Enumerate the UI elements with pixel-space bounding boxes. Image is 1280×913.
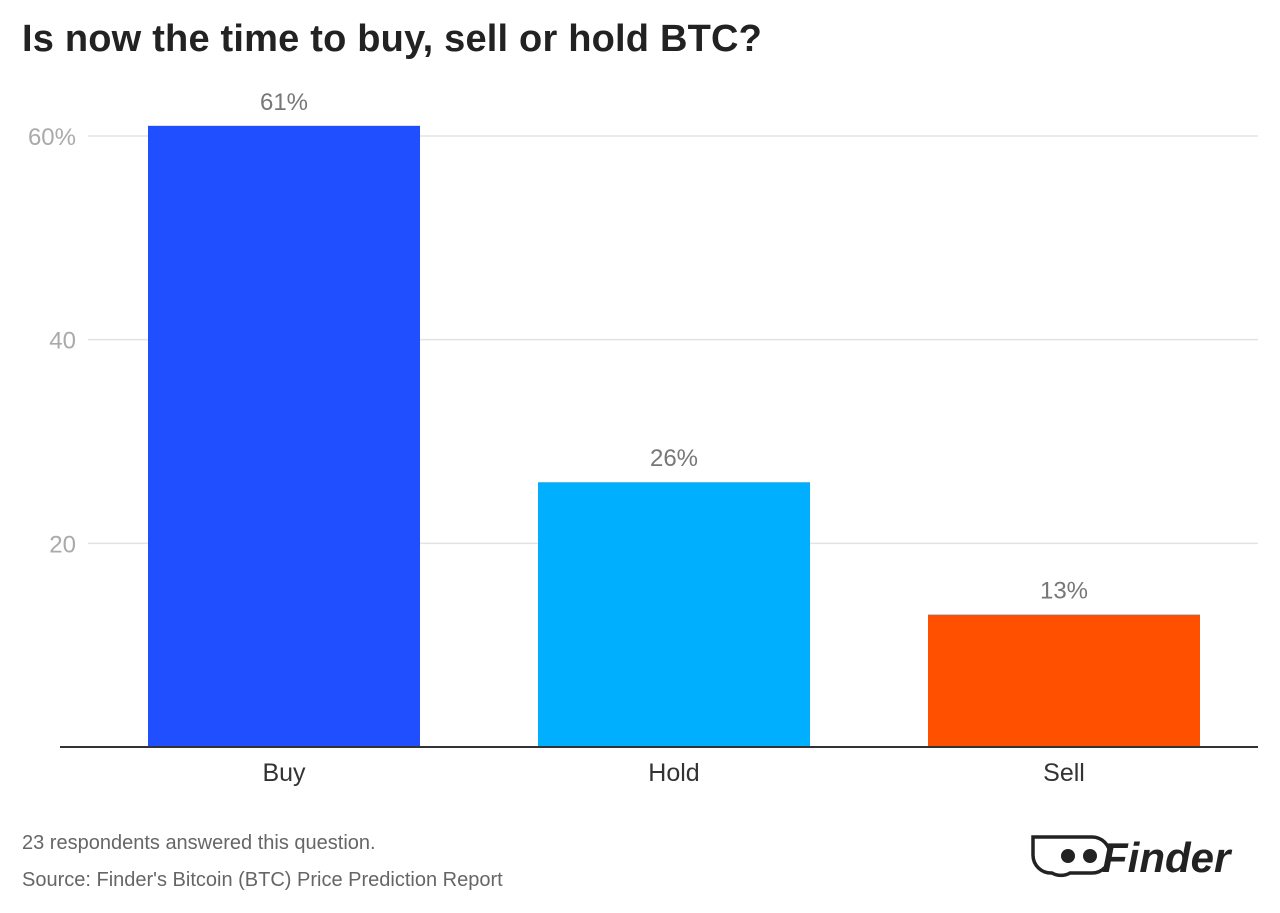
- y-tick-label: 20: [49, 531, 76, 558]
- bar-buy: [148, 125, 420, 748]
- x-tick-label: Sell: [1043, 759, 1085, 787]
- data-label: 26%: [650, 445, 698, 472]
- x-tick-label: Buy: [262, 759, 306, 787]
- data-label: 61%: [260, 89, 308, 116]
- svg-text:Finder: Finder: [1102, 834, 1233, 881]
- source-note: Source: Finder's Bitcoin (BTC) Price Pre…: [22, 869, 503, 891]
- finder-logo: Finder: [1031, 834, 1233, 881]
- respondents-note: 23 respondents answered this question.: [22, 832, 376, 854]
- x-tick-label: Hold: [648, 759, 699, 787]
- y-tick-label: 60%: [28, 124, 76, 151]
- eyes-icon: [1031, 835, 1112, 878]
- bar-sell: [928, 614, 1200, 747]
- bar-hold: [538, 482, 810, 747]
- chart-title: Is now the time to buy, sell or hold BTC…: [22, 18, 763, 60]
- data-label: 13%: [1040, 578, 1088, 605]
- y-tick-label: 40: [49, 328, 76, 355]
